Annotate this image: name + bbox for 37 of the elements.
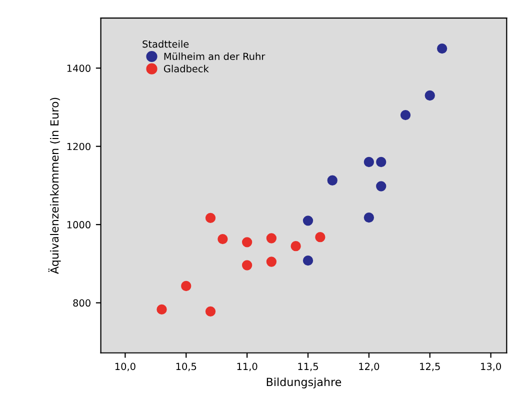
point: [242, 237, 252, 248]
point: [302, 255, 314, 266]
point: [290, 241, 301, 252]
point: [436, 43, 448, 54]
point: [302, 216, 314, 226]
legend-title: Stadtteile: [142, 40, 189, 48]
x-tick-label: 11,5: [298, 362, 318, 372]
point: [376, 181, 386, 192]
point: [205, 212, 216, 224]
x-tick-label: 10,0: [115, 362, 136, 372]
y-tick-label: 800: [73, 299, 90, 307]
point: [376, 156, 386, 168]
x-tick-label: 12,0: [359, 362, 380, 372]
point: [364, 156, 374, 168]
point: [327, 175, 338, 186]
point: [266, 256, 277, 267]
y-tick-label: 1200: [67, 142, 90, 150]
legend-label: Mülheim an der Ruhr: [164, 52, 266, 60]
point: [205, 306, 216, 317]
point: [400, 110, 411, 120]
point: [424, 90, 435, 101]
point: [181, 280, 192, 292]
point: [315, 232, 326, 242]
x-axis-title: Bildungsjahre: [266, 378, 342, 388]
x-tick-label: 12,5: [420, 362, 440, 372]
point: [242, 260, 252, 270]
x-tick-label: 10,5: [176, 362, 196, 372]
x-tick-label: 13,0: [481, 362, 501, 372]
point: [364, 212, 374, 223]
y-tick-label: 1000: [67, 221, 90, 228]
y-axis-title: Äquivalenzeinkommen (in Euro): [48, 98, 61, 274]
legend-label: Gladbeck: [164, 64, 209, 72]
point: [266, 233, 277, 244]
point: [156, 304, 167, 315]
point: [218, 234, 228, 244]
x-tick-label: 11,0: [237, 362, 258, 372]
y-tick-label: 1400: [67, 64, 90, 72]
